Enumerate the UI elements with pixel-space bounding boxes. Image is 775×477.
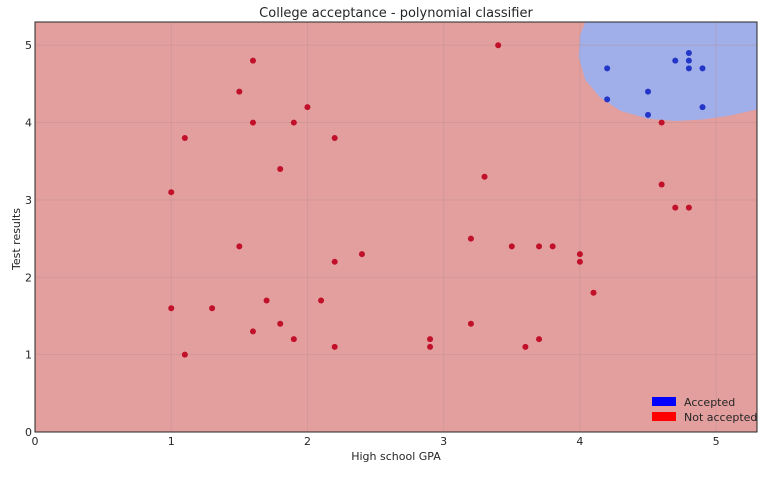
accepted-point xyxy=(604,65,611,72)
x-tick-label: 3 xyxy=(440,435,447,448)
y-tick-label: 0 xyxy=(25,426,32,439)
not-accepted-point xyxy=(467,320,474,327)
not-accepted-point xyxy=(249,57,256,64)
accepted-point xyxy=(645,88,652,95)
accepted-point xyxy=(699,104,706,111)
not-accepted-point xyxy=(290,336,297,343)
not-accepted-point xyxy=(277,165,284,172)
not-accepted-point xyxy=(331,135,338,142)
not-accepted-point xyxy=(576,251,583,258)
not-accepted-point xyxy=(549,243,556,250)
data-points xyxy=(168,42,706,358)
y-tick-label: 5 xyxy=(25,39,32,52)
not-accepted-point xyxy=(427,343,434,350)
not-accepted-point xyxy=(358,251,365,258)
not-accepted-point xyxy=(277,320,284,327)
y-tick-label: 4 xyxy=(25,117,32,130)
legend-swatch-accepted xyxy=(652,397,676,406)
not-accepted-point xyxy=(290,119,297,126)
not-accepted-point xyxy=(467,235,474,242)
accepted-region xyxy=(578,22,757,122)
not-accepted-point xyxy=(209,305,216,312)
x-tick-label: 4 xyxy=(576,435,583,448)
decision-regions xyxy=(35,22,757,432)
not-accepted-point xyxy=(522,343,529,350)
plot-frame xyxy=(34,21,758,433)
not-accepted-point xyxy=(249,328,256,335)
legend: Accepted Not accepted xyxy=(652,396,757,424)
not-accepted-point xyxy=(181,351,188,358)
grid-lines xyxy=(35,22,757,432)
not-accepted-point xyxy=(672,204,679,211)
not-accepted-point xyxy=(331,343,338,350)
accepted-point xyxy=(685,49,692,56)
accepted-point xyxy=(685,65,692,72)
not-accepted-point xyxy=(318,297,325,304)
x-tick-label: 1 xyxy=(168,435,175,448)
y-axis-ticks: 0 1 2 3 4 5 xyxy=(25,39,32,439)
accepted-point xyxy=(685,57,692,64)
not-accepted-point xyxy=(508,243,515,250)
x-tick-label: 5 xyxy=(713,435,720,448)
not-accepted-point xyxy=(536,243,543,250)
x-tick-label: 2 xyxy=(304,435,311,448)
legend-swatch-not-accepted xyxy=(652,412,676,421)
not-accepted-point xyxy=(576,258,583,265)
accepted-point xyxy=(699,65,706,72)
not-accepted-point xyxy=(331,258,338,265)
y-tick-label: 2 xyxy=(25,271,32,284)
legend-label-accepted: Accepted xyxy=(684,396,735,409)
y-tick-label: 1 xyxy=(25,349,32,362)
not-accepted-point xyxy=(658,181,665,188)
accepted-point xyxy=(604,96,611,103)
not-accepted-point xyxy=(304,104,311,111)
not-accepted-point xyxy=(685,204,692,211)
not-accepted-point xyxy=(249,119,256,126)
not-accepted-point xyxy=(236,243,243,250)
legend-label-not-accepted: Not accepted xyxy=(684,411,757,424)
y-tick-label: 3 xyxy=(25,194,32,207)
not-accepted-point xyxy=(168,305,175,312)
not-accepted-point xyxy=(168,189,175,196)
not-accepted-point xyxy=(495,42,502,49)
not-accepted-point xyxy=(658,119,665,126)
x-axis-ticks: 0 1 2 3 4 5 xyxy=(32,435,720,448)
chart-title: College acceptance - polynomial classifi… xyxy=(259,6,533,21)
not-accepted-point xyxy=(236,88,243,95)
x-tick-label: 0 xyxy=(32,435,39,448)
not-accepted-point xyxy=(263,297,270,304)
x-axis-label: High school GPA xyxy=(351,450,441,463)
not-accepted-point xyxy=(181,135,188,142)
accepted-point xyxy=(672,57,679,64)
not-accepted-point xyxy=(481,173,488,180)
not-accepted-point xyxy=(427,336,434,343)
y-axis-label: Test results xyxy=(10,208,23,271)
not-accepted-point xyxy=(590,289,597,296)
not-accepted-point xyxy=(536,336,543,343)
accepted-point xyxy=(645,111,652,118)
